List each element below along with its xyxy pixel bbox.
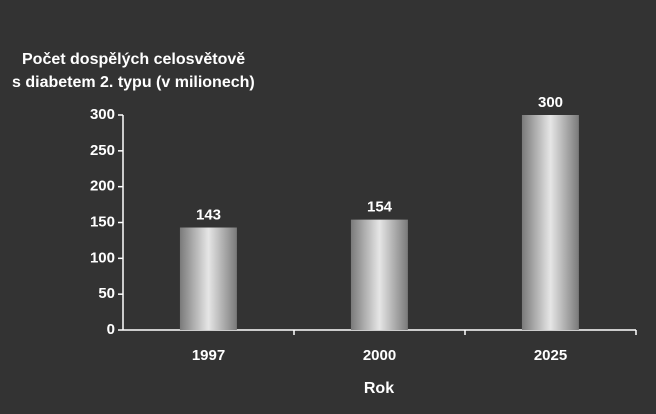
- y-tick-label: 300: [90, 106, 115, 123]
- y-tick-label: 100: [90, 249, 115, 266]
- chart-title: Počet dospělých celosvětově: [22, 51, 245, 68]
- y-tick-label: 0: [107, 321, 115, 338]
- x-axis-label: Rok: [364, 380, 394, 397]
- x-tick-label: 2000: [363, 347, 396, 364]
- x-tick-label: 1997: [192, 347, 225, 364]
- bar: [521, 115, 579, 330]
- data-label: 143: [196, 206, 221, 223]
- y-tick-label: 250: [90, 142, 115, 159]
- y-tick-label: 150: [90, 213, 115, 230]
- data-label: 154: [367, 199, 393, 216]
- data-label: 300: [538, 94, 563, 111]
- y-tick-label: 200: [90, 178, 115, 195]
- chart-title: s diabetem 2. typu (v milionech): [12, 74, 255, 91]
- bar: [179, 227, 237, 330]
- x-tick-label: 2025: [534, 347, 567, 364]
- bar: [350, 219, 408, 330]
- y-tick-label: 50: [98, 285, 115, 302]
